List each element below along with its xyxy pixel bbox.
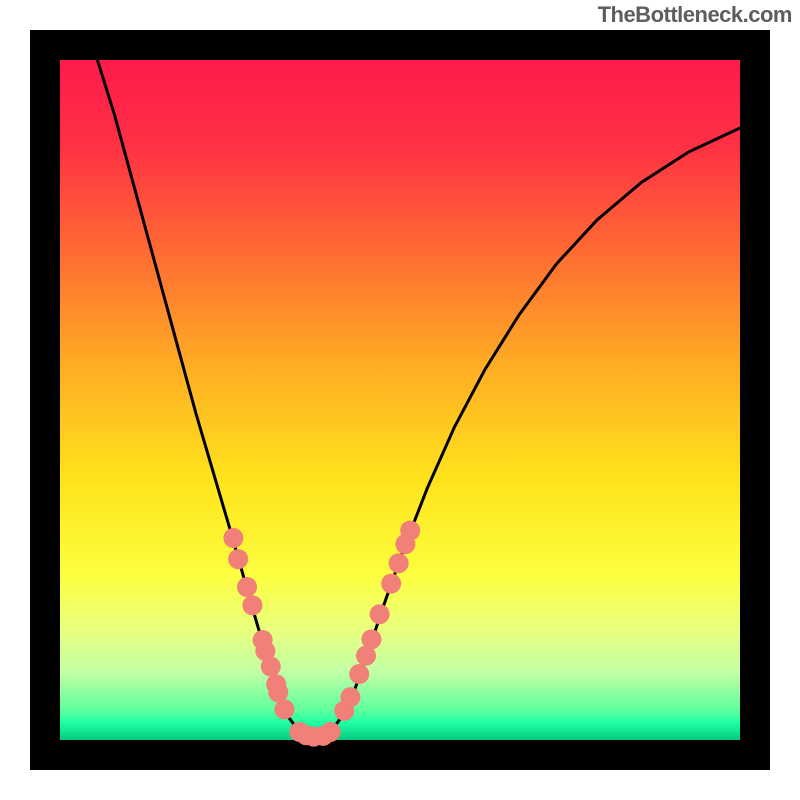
chart-container: TheBottleneck.com bbox=[0, 0, 800, 800]
bottleneck-chart bbox=[0, 0, 800, 800]
watermark-text: TheBottleneck.com bbox=[598, 2, 792, 28]
